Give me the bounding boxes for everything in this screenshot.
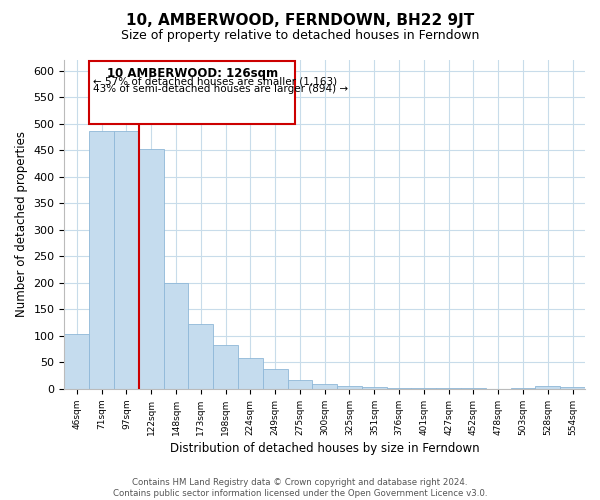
Bar xyxy=(313,384,337,389)
Bar xyxy=(535,386,560,389)
Bar xyxy=(188,324,213,389)
Bar xyxy=(362,388,386,389)
Bar xyxy=(213,346,238,389)
Bar xyxy=(238,358,263,389)
Text: 43% of semi-detached houses are larger (894) →: 43% of semi-detached houses are larger (… xyxy=(93,84,348,94)
Bar xyxy=(139,149,164,389)
Bar xyxy=(114,130,139,389)
Bar xyxy=(89,130,114,389)
Y-axis label: Number of detached properties: Number of detached properties xyxy=(15,132,28,318)
Bar xyxy=(461,388,486,389)
Text: ← 57% of detached houses are smaller (1,163): ← 57% of detached houses are smaller (1,… xyxy=(93,77,337,87)
FancyBboxPatch shape xyxy=(89,61,295,124)
Bar xyxy=(386,388,412,389)
Bar xyxy=(263,369,287,389)
X-axis label: Distribution of detached houses by size in Ferndown: Distribution of detached houses by size … xyxy=(170,442,479,455)
Text: Contains HM Land Registry data © Crown copyright and database right 2024.
Contai: Contains HM Land Registry data © Crown c… xyxy=(113,478,487,498)
Bar xyxy=(436,388,461,389)
Text: 10 AMBERWOOD: 126sqm: 10 AMBERWOOD: 126sqm xyxy=(107,68,278,80)
Bar xyxy=(337,386,362,389)
Bar xyxy=(64,334,89,389)
Bar xyxy=(511,388,535,389)
Bar xyxy=(164,283,188,389)
Bar xyxy=(560,388,585,389)
Text: Size of property relative to detached houses in Ferndown: Size of property relative to detached ho… xyxy=(121,29,479,42)
Text: 10, AMBERWOOD, FERNDOWN, BH22 9JT: 10, AMBERWOOD, FERNDOWN, BH22 9JT xyxy=(126,12,474,28)
Bar xyxy=(287,380,313,389)
Bar xyxy=(412,388,436,389)
